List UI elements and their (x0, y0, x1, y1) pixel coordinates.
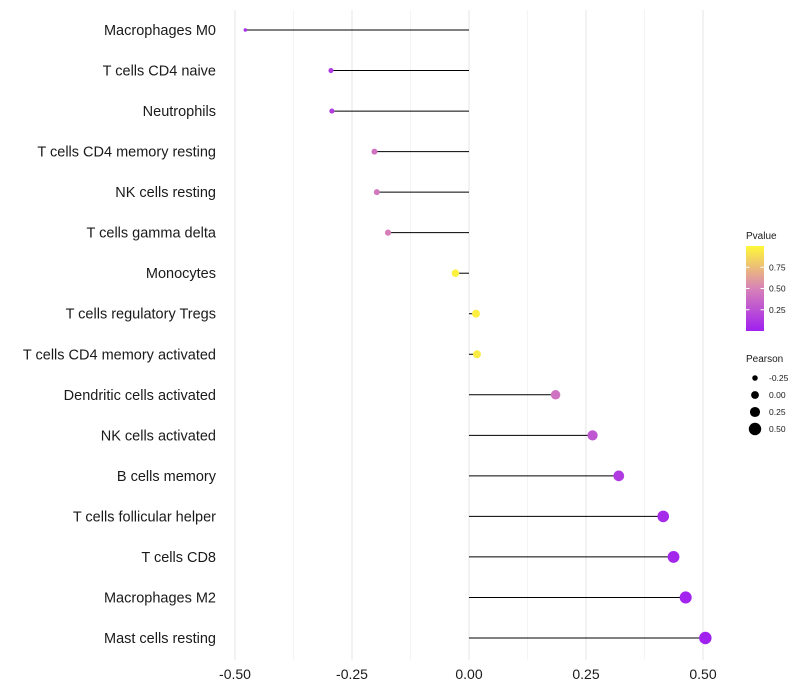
x-axis-ticks: -0.50 -0.25 0.00 0.25 0.50 (219, 666, 717, 682)
lollipop-point (679, 591, 692, 604)
pearson-legend-dot (751, 391, 759, 399)
lollipop-point (451, 269, 460, 277)
y-axis-label: Neutrophils (143, 104, 216, 120)
lollipop-point (550, 390, 561, 400)
x-tick-label: -0.50 (219, 666, 251, 682)
lollipop-point (373, 189, 380, 196)
y-axis-label: T cells CD4 memory resting (37, 145, 216, 161)
lollipop-point (657, 510, 670, 523)
pearson-legend-dot (748, 422, 762, 436)
lollipop-point (699, 631, 712, 645)
pvalue-colorbar (746, 246, 764, 331)
lollipop-point (587, 430, 598, 441)
grid-lines (234, 10, 704, 660)
pvalue-legend-label: 0.25 (769, 305, 786, 315)
x-tick-label: -0.25 (336, 666, 368, 682)
lollipop-point (472, 350, 481, 359)
y-axis-label: T cells CD8 (141, 550, 216, 566)
pearson-legend-label: 0.50 (769, 424, 786, 434)
pearson-legend-label: 0.00 (769, 390, 786, 400)
y-axis-label: Monocytes (146, 266, 216, 282)
y-axis-label: T cells CD4 naive (103, 64, 216, 80)
y-axis-label: B cells memory (117, 469, 217, 485)
lollipop-point (371, 148, 378, 155)
y-axis-label: T cells gamma delta (87, 226, 217, 242)
lollipop-point (667, 551, 680, 563)
pearson-legend-title: Pearson (746, 354, 783, 365)
lollipop-point (613, 470, 625, 482)
y-axis-label: Macrophages M2 (104, 590, 216, 606)
y-axis-labels: Macrophages M0 T cells CD4 naive Neutrophi… (23, 23, 217, 647)
y-axis-label: NK cells activated (101, 428, 216, 444)
x-tick-label: 0.00 (455, 666, 482, 682)
lollipop-point (472, 309, 480, 318)
y-axis-label: T cells follicular helper (73, 509, 216, 525)
pearson-legend-dot (752, 375, 758, 381)
y-axis-label: NK cells resting (115, 185, 216, 201)
lollipop-point (328, 67, 334, 74)
lollipop-point (329, 108, 335, 114)
data-points (243, 28, 712, 645)
pearson-legend: Pearson -0.25 0.00 0.25 0.50 (746, 354, 789, 436)
lollipop-sticks (245, 29, 706, 639)
pearson-legend-label: -0.25 (769, 373, 789, 383)
lollipop-point (243, 28, 247, 32)
x-tick-label: 0.50 (689, 666, 716, 682)
y-axis-label: T cells CD4 memory activated (23, 347, 216, 363)
pvalue-legend-title: Pvalue (746, 231, 777, 242)
y-axis-label: Mast cells resting (104, 631, 216, 647)
pvalue-legend-label: 0.50 (769, 284, 786, 294)
lollipop-point (384, 229, 392, 236)
pearson-legend-dot (749, 406, 761, 418)
pvalue-legend-label: 0.75 (769, 262, 786, 272)
y-axis-label: Macrophages M0 (104, 23, 216, 39)
y-axis-label: Dendritic cells activated (64, 388, 216, 404)
pvalue-legend: Pvalue 0.75 0.50 0.25 (746, 231, 786, 331)
y-axis-label: T cells regulatory Tregs (66, 307, 216, 323)
pearson-legend-label: 0.25 (769, 407, 786, 417)
x-tick-label: 0.25 (572, 666, 599, 682)
